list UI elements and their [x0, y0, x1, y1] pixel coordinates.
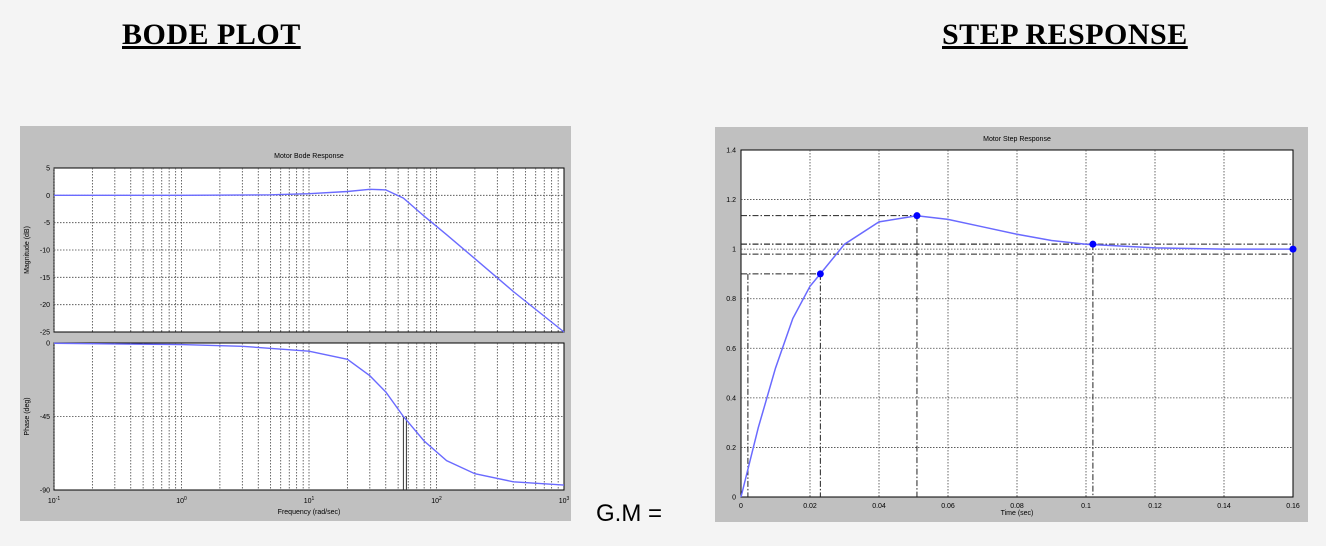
xtick-exponent: 2 [439, 496, 442, 502]
phase-series-line [53, 342, 565, 486]
bode-xlabel: Frequency (rad/sec) [278, 509, 341, 516]
step-title: Motor Step Response [983, 136, 1051, 143]
gain-margin-label: G.M = [596, 500, 663, 527]
bode-figure: Motor Bode Response 5 0 -5 -10 -15 -20 -25 Magni… [20, 126, 571, 521]
step-characteristic-marker [1289, 245, 1297, 253]
step-chart-svg: Motor Step Response 0 0.02 0.04 0.06 0.08 0.1 0… [726, 136, 1300, 517]
magnitude-ytick-label: -15 [40, 275, 50, 282]
step-xtick-label: 0.02 [803, 503, 817, 510]
magnitude-ytick-label: -20 [40, 302, 50, 309]
step-xtick-label: 0.16 [1286, 503, 1300, 510]
phase-ytick-label: -45 [40, 414, 50, 421]
step-characteristic-marker [913, 212, 921, 220]
step-xtick-label: 0.14 [1217, 503, 1231, 510]
magnitude-ytick-label: -25 [40, 330, 50, 337]
bode-plot-heading: BODE PLOT [122, 18, 301, 51]
xtick-base: 10 [559, 498, 567, 505]
magnitude-ylabel: Magnitude (dB) [24, 226, 31, 274]
step-ytick-label: 0.4 [726, 395, 736, 402]
phase-ytick-label: 0 [46, 341, 50, 348]
step-characteristic-marker [1089, 240, 1097, 248]
step-ytick-label: 0 [732, 495, 736, 502]
bode-title: Motor Bode Response [274, 153, 344, 160]
phase-ylabel: Phase (deg) [24, 397, 31, 435]
step-xtick-label: 0.06 [941, 503, 955, 510]
step-xtick-label: 0.1 [1081, 503, 1091, 510]
magnitude-ytick-label: -5 [44, 220, 50, 227]
xtick-base: 10 [431, 498, 439, 505]
step-ytick-label: 0.6 [726, 346, 736, 353]
step-ytick-label: 0.2 [726, 445, 736, 452]
xtick-base: 10 [176, 498, 184, 505]
step-xtick-label: 0 [739, 503, 743, 510]
step-ytick-label: 1 [732, 247, 736, 254]
xtick-exponent: 3 [567, 496, 570, 502]
xtick-exponent: 1 [312, 496, 315, 502]
xtick-base: 10 [48, 498, 56, 505]
bode-chart-svg: Motor Bode Response50-5-10-15-20-25Magni… [24, 153, 570, 516]
magnitude-ytick-label: -10 [40, 248, 50, 255]
step-figure: Motor Step Response 0 0.02 0.04 0.06 0.08 0.1 0… [715, 127, 1308, 522]
step-ytick-label: 0.8 [726, 296, 736, 303]
step-xlabel: Time (sec) [1001, 510, 1034, 517]
step-ytick-label: 1.2 [726, 197, 736, 204]
bode-xtick-label: 102 [431, 496, 442, 505]
bode-xtick-label: 100 [176, 496, 187, 505]
magnitude-ytick-label: 5 [46, 166, 50, 173]
step-response-heading: STEP RESPONSE [942, 18, 1188, 51]
step-characteristic-marker [816, 270, 824, 278]
step-ytick-label: 1.4 [726, 148, 736, 155]
step-xtick-label: 0.12 [1148, 503, 1162, 510]
bode-xtick-label: 10-1 [48, 496, 60, 505]
phase-ytick-label: -90 [40, 488, 50, 495]
bode-xtick-label: 103 [559, 496, 570, 505]
magnitude-series-line [54, 188, 565, 333]
magnitude-ytick-label: 0 [46, 193, 50, 200]
bode-xtick-label: 101 [304, 496, 315, 505]
xtick-exponent: 0 [184, 496, 187, 502]
xtick-exponent: -1 [56, 496, 61, 502]
step-xtick-label: 0.08 [1010, 503, 1024, 510]
step-xtick-label: 0.04 [872, 503, 886, 510]
xtick-base: 10 [304, 498, 312, 505]
